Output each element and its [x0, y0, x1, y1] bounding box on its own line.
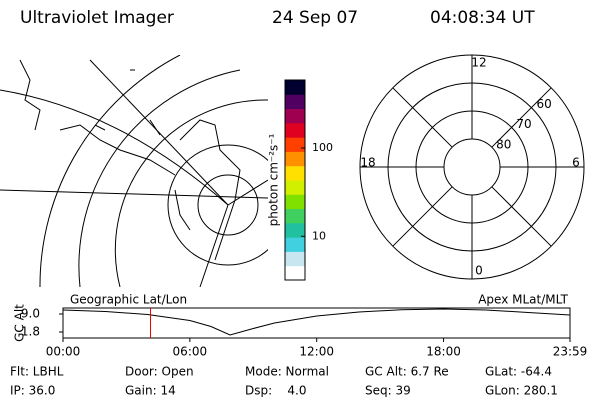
x-tick-label: 12:00	[299, 345, 334, 359]
colorbar-tick-label: 100	[312, 141, 333, 154]
altitude-line	[62, 308, 571, 336]
mlt-label: 18	[360, 156, 375, 170]
radial-line	[491, 87, 552, 148]
info-panel: Flt: LBHL Door: Open Mode: Normal GC Alt: 6…	[10, 365, 558, 398]
lat-ring	[415, 110, 529, 224]
colorbar-label: photon cm⁻²s⁻¹	[267, 133, 281, 226]
panel-label: Apex MLat/MLT	[478, 293, 568, 307]
info-field: Mode: Normal	[245, 365, 329, 379]
date: 24 Sep 07	[272, 8, 358, 28]
plot-frame	[62, 307, 571, 339]
y-tick-label: 9.0	[21, 307, 40, 321]
color-band	[285, 265, 305, 281]
time: 04:08:34 UT	[430, 8, 535, 28]
altitude-plot: GC Alt Geographic Lat/Lon Apex MLat/MLT 9.0…	[13, 293, 588, 359]
lat-ring	[387, 82, 557, 252]
color-band	[285, 194, 305, 210]
color-band	[285, 108, 305, 124]
color-band	[285, 222, 305, 238]
lat-label: 80	[496, 137, 511, 151]
color-band	[285, 122, 305, 138]
color-band	[285, 251, 305, 267]
y-axis-label: GC Alt	[13, 304, 27, 342]
color-band	[285, 208, 305, 224]
mlt-label: 6	[572, 156, 580, 170]
color-band	[285, 94, 305, 110]
colorbar: 10 100	[284, 79, 333, 281]
lat-ring	[443, 138, 501, 196]
info-field: GC Alt: 6.7 Re	[365, 365, 449, 379]
radial-line	[392, 87, 453, 148]
color-band	[285, 137, 305, 152]
lat-label: 70	[516, 117, 531, 131]
info-field: Door: Open	[125, 365, 194, 379]
mlt-label: 12	[471, 56, 486, 70]
x-tick-label: 06:00	[173, 345, 208, 359]
mlt-label: 0	[475, 264, 483, 278]
y-tick-label: 1.8	[21, 325, 40, 339]
info-field: Gain: 14	[125, 384, 176, 398]
color-band	[285, 237, 305, 252]
x-tick-label: 18:00	[426, 345, 461, 359]
geographic-map	[0, 55, 268, 287]
color-band	[285, 180, 305, 195]
radial-line	[392, 186, 453, 247]
radial-line	[491, 186, 552, 247]
info-field: Flt: LBHL	[10, 365, 64, 379]
color-band	[285, 80, 305, 95]
colorbar-frame	[284, 79, 306, 281]
info-field: GLon: 280.1	[485, 384, 558, 398]
info-field: GLat: -64.4	[485, 365, 552, 379]
info-field: Dsp: 4.0	[245, 384, 307, 398]
color-band	[285, 151, 305, 167]
colorbar-tick-label: 10	[312, 229, 326, 242]
title: Ultraviolet Imager	[20, 8, 174, 28]
info-field: Seq: 39	[365, 384, 411, 398]
x-tick-label: 23:59	[553, 345, 588, 359]
color-band	[285, 165, 305, 181]
lat-label: 60	[536, 97, 551, 111]
info-field: IP: 36.0	[10, 384, 55, 398]
x-tick-label: 00:00	[46, 345, 81, 359]
panel-label: Geographic Lat/Lon	[70, 293, 187, 307]
